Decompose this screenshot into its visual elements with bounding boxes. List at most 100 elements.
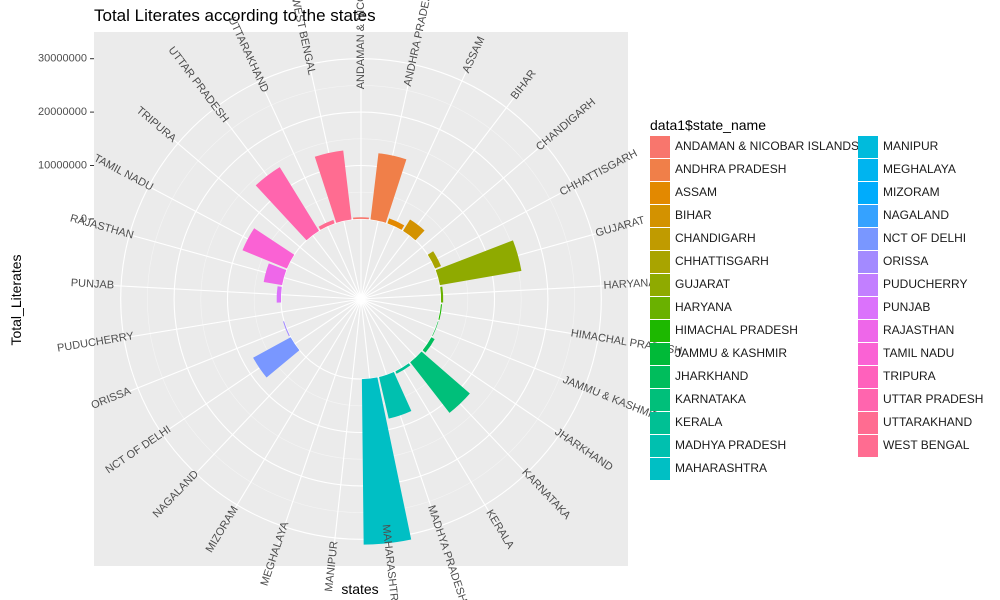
bar-punjab — [276, 286, 282, 303]
grid-spoke — [124, 173, 362, 300]
legend-key — [858, 228, 878, 250]
legend-label: GUJARAT — [675, 277, 731, 291]
grid-spoke — [103, 227, 362, 300]
x-axis-title: states — [341, 581, 379, 597]
grid-spoke — [248, 56, 362, 300]
legend-key — [858, 274, 878, 296]
bar-bihar — [403, 219, 425, 241]
grid-spoke — [360, 173, 598, 300]
axis-category-label: HARYANA — [603, 277, 656, 292]
bar-chhattisgarh — [427, 251, 442, 269]
legend-key — [650, 182, 670, 204]
legend-label: HARYANA — [675, 300, 732, 314]
legend-key — [650, 343, 670, 365]
legend-label: MAHARASHTRA — [675, 461, 768, 475]
legend-key — [858, 412, 878, 434]
legend-key — [650, 274, 670, 296]
legend-key — [858, 159, 878, 181]
grid-spoke — [360, 298, 447, 553]
legend-label: CHANDIGARH — [675, 231, 756, 245]
grid-spoke — [360, 298, 625, 343]
grid-layer — [94, 32, 628, 565]
bar-gujarat — [435, 240, 522, 286]
legend-label: PUNJAB — [883, 300, 931, 314]
legend-label: UTTAR PRADESH — [883, 392, 984, 406]
legend-key — [650, 228, 670, 250]
axis-category-label: ANDAMAN & NICOBAR — [355, 0, 367, 89]
y-tick-label: 30000000 — [38, 53, 87, 65]
chart-title: Total Literates according to the states — [94, 6, 376, 25]
y-axis-title: Total_Literates — [8, 254, 24, 346]
legend-key — [858, 435, 878, 457]
bar-orissa — [283, 321, 290, 337]
legend-key — [650, 297, 670, 319]
legend-label: NAGALAND — [883, 208, 950, 222]
bar-jharkhand — [422, 337, 435, 353]
grid-spoke — [139, 298, 362, 450]
legend-key — [650, 320, 670, 342]
grid-spoke — [112, 298, 362, 399]
legend-label: TAMIL NADU — [883, 346, 955, 360]
bar-layer — [242, 150, 522, 545]
legend-key — [858, 366, 878, 388]
legend-label: MIZORAM — [883, 185, 940, 199]
legend-key — [858, 389, 878, 411]
legend-label: HIMACHAL PRADESH — [675, 323, 798, 337]
grid-spoke — [97, 298, 362, 343]
legend-label: KERALA — [675, 415, 723, 429]
legend-key — [650, 366, 670, 388]
legend-label: ORISSA — [883, 254, 929, 268]
legend-label: CHHATTISGARH — [675, 254, 769, 268]
legend-label: PUDUCHERRY — [883, 277, 968, 291]
grid-spoke — [360, 298, 583, 450]
legend-title: data1$state_name — [650, 117, 766, 133]
legend-label: MADHYA PRADESH — [675, 438, 787, 452]
legend-key — [858, 205, 878, 227]
bar-uttarakhand — [318, 219, 335, 230]
grid-spoke — [360, 298, 610, 399]
legend-key — [650, 458, 670, 480]
legend-label: WEST BENGAL — [883, 438, 970, 452]
legend-key — [650, 136, 670, 158]
legend-key — [650, 435, 670, 457]
legend-label: ANDAMAN & NICOBAR ISLANDS — [675, 139, 860, 153]
legend-label: RAJASTHAN — [883, 323, 955, 337]
axis-category-label: PUNJAB — [70, 277, 114, 291]
grid-spoke — [176, 298, 362, 494]
y-axis: 0 10000000 20000000 30000000 — [38, 53, 94, 225]
bar-rajasthan — [263, 263, 287, 286]
grid-spoke — [360, 86, 524, 300]
grid-spoke — [94, 283, 362, 300]
grid-spoke — [222, 298, 362, 529]
bar-madhya-pradesh — [379, 372, 412, 419]
bar-haryana — [440, 286, 444, 303]
bar-west-bengal — [314, 150, 352, 223]
legend-label: ANDHRA PRADESH — [675, 162, 787, 176]
bar-maharashtra — [361, 377, 412, 545]
legend-key — [858, 320, 878, 342]
legend-label: NCT OF DELHI — [883, 231, 967, 245]
grid-spoke — [275, 298, 362, 553]
bar-andaman-nicobar-islands — [353, 217, 369, 220]
legend-label: MEGHALAYA — [883, 162, 956, 176]
legend-label: BIHAR — [675, 208, 712, 222]
legend-label: KARNATAKA — [675, 392, 746, 406]
grid-spoke — [360, 283, 628, 300]
legend-label: JHARKHAND — [675, 369, 749, 383]
bar-uttar-pradesh — [255, 167, 319, 241]
legend-key — [858, 182, 878, 204]
legend-key — [858, 297, 878, 319]
grid-spoke — [360, 298, 500, 529]
legend-key — [650, 412, 670, 434]
grid-spoke — [360, 125, 565, 300]
bar-himachal-pradesh — [438, 304, 442, 320]
bar-jammu-kashmir — [432, 321, 439, 336]
axis-category-label: MANIPUR — [323, 540, 340, 592]
bar-andhra-pradesh — [370, 153, 407, 223]
legend-label: UTTARAKHAND — [883, 415, 973, 429]
legend-key — [650, 205, 670, 227]
bar-tamil-nadu — [242, 228, 295, 269]
bar-assam — [387, 218, 405, 230]
legend-key — [858, 343, 878, 365]
